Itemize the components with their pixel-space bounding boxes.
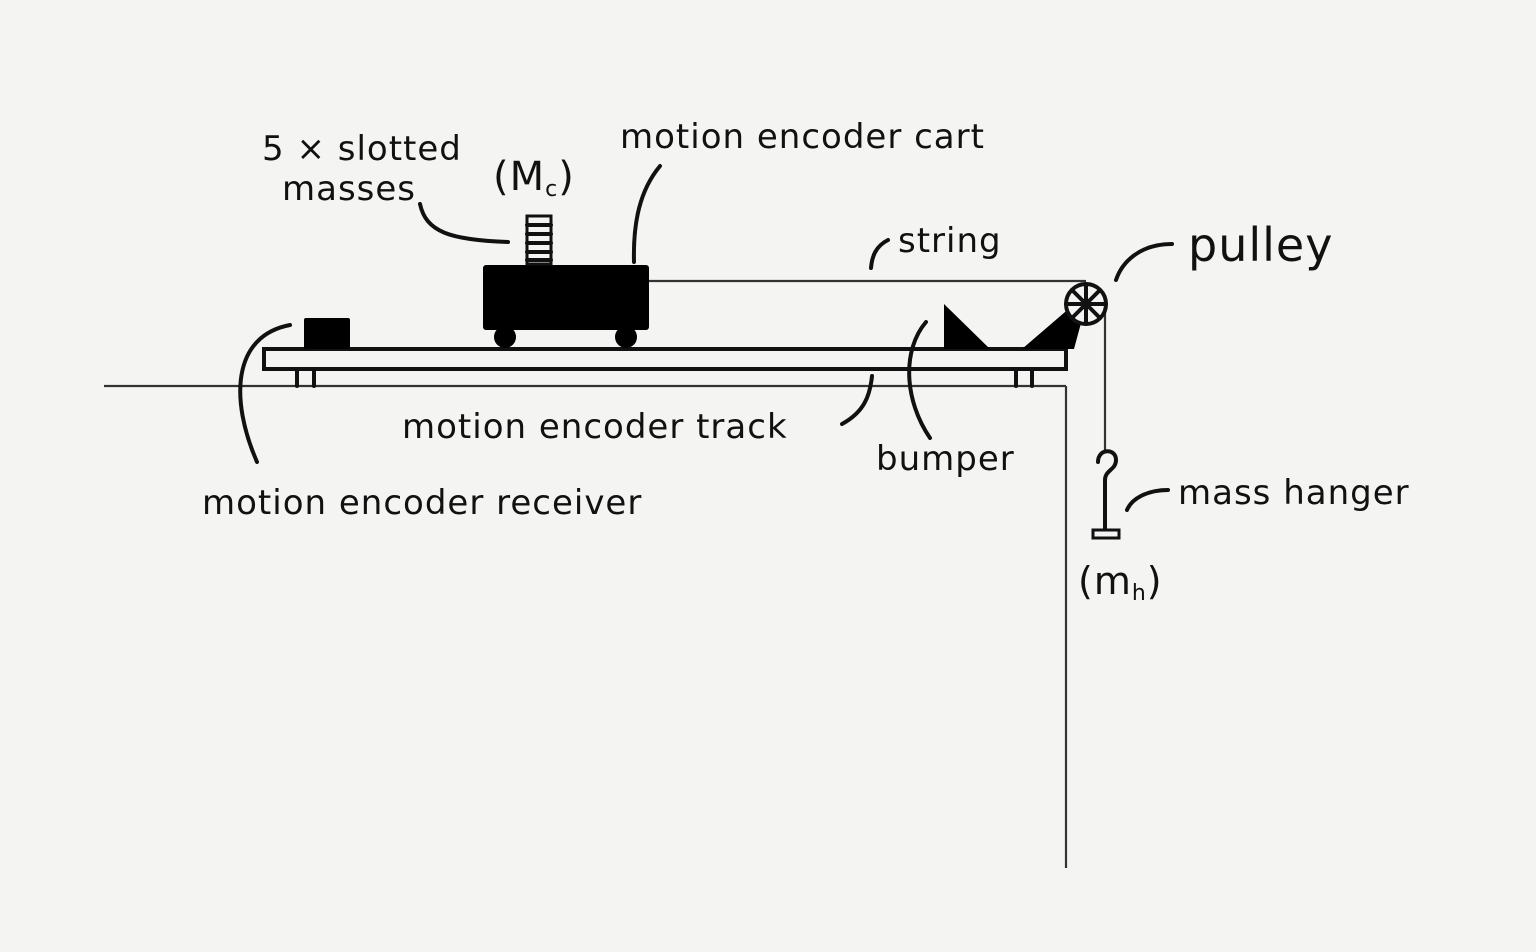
cart-mass-symbol: (M: [493, 154, 546, 200]
leader-pulley: [1114, 242, 1174, 282]
label-cart-mass: (Mc): [493, 157, 575, 201]
motion-encoder-track: [262, 347, 1068, 388]
cart-wheel-right: [615, 326, 637, 348]
motion-encoder-cart: [483, 265, 649, 348]
leader-lines: [238, 164, 1174, 512]
label-track: motion encoder track: [402, 407, 788, 447]
label-slotted-masses-line1: 5 × slotted: [262, 129, 462, 169]
string: [649, 279, 1107, 450]
cart-mass-close: ): [558, 154, 575, 200]
label-bumper: bumper: [876, 439, 1015, 479]
leader-cart: [631, 164, 662, 264]
hanger-base: [1091, 528, 1121, 540]
slotted-masses-stack: [525, 214, 553, 266]
label-pulley: pulley: [1188, 218, 1334, 272]
hanger-mass-subscript: h: [1131, 581, 1147, 606]
label-slotted-masses-line2: masses: [282, 169, 417, 209]
leader-bumper: [907, 320, 932, 440]
cart-body: [483, 265, 649, 330]
label-hanger-mass: (mh): [1078, 562, 1163, 605]
leader-receiver: [238, 323, 292, 464]
label-receiver: motion encoder receiver: [202, 483, 643, 523]
cart-wheel-left: [494, 326, 516, 348]
leader-slotted-masses: [418, 202, 510, 244]
leader-track: [840, 374, 874, 426]
leader-mass-hanger: [1125, 488, 1170, 512]
label-string: string: [898, 221, 1002, 261]
pulley: [1064, 282, 1108, 326]
hanger-hook: [1096, 449, 1118, 532]
label-mass-hanger: mass hanger: [1178, 473, 1410, 513]
mass-hanger: [1091, 449, 1121, 540]
bumper: [944, 304, 990, 349]
cart-mass-subscript: c: [545, 177, 559, 202]
table: [104, 384, 1068, 868]
label-cart: motion encoder cart: [620, 117, 985, 157]
receiver-box: [304, 318, 350, 349]
hanger-mass-symbol: (m: [1078, 559, 1132, 603]
track-rail: [262, 347, 1068, 371]
leader-string: [869, 238, 890, 270]
hanger-mass-close: ): [1146, 559, 1163, 603]
